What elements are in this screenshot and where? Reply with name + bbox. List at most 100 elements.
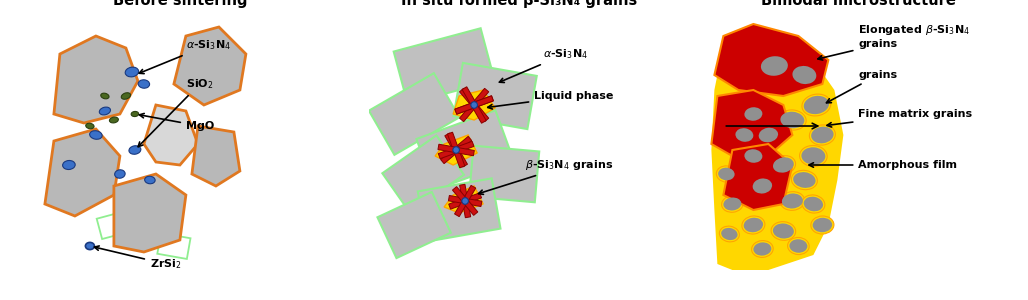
Ellipse shape: [804, 197, 823, 211]
Polygon shape: [114, 174, 186, 252]
Ellipse shape: [792, 170, 817, 190]
Polygon shape: [377, 192, 451, 258]
Polygon shape: [369, 73, 460, 155]
Text: Fine matrix grains: Fine matrix grains: [827, 109, 972, 127]
Ellipse shape: [751, 241, 773, 257]
Polygon shape: [711, 30, 843, 270]
Ellipse shape: [132, 111, 139, 117]
Ellipse shape: [811, 127, 834, 143]
Text: $\alpha$-Si$_3$N$_4$: $\alpha$-Si$_3$N$_4$: [500, 47, 588, 82]
Ellipse shape: [115, 170, 125, 178]
Ellipse shape: [722, 228, 737, 240]
Ellipse shape: [752, 178, 772, 194]
Ellipse shape: [771, 156, 796, 174]
Ellipse shape: [742, 216, 765, 234]
Text: Amorphous film: Amorphous film: [809, 160, 957, 170]
Polygon shape: [469, 146, 540, 202]
Polygon shape: [452, 187, 478, 215]
Ellipse shape: [791, 64, 818, 86]
Ellipse shape: [793, 66, 816, 84]
Text: ZrSi$_2$: ZrSi$_2$: [95, 246, 182, 271]
Polygon shape: [447, 132, 465, 168]
Ellipse shape: [101, 93, 109, 99]
Polygon shape: [144, 105, 198, 165]
Polygon shape: [174, 27, 246, 105]
Ellipse shape: [787, 237, 809, 255]
Polygon shape: [462, 87, 486, 123]
Ellipse shape: [720, 226, 739, 242]
Ellipse shape: [744, 107, 763, 121]
Ellipse shape: [750, 177, 774, 195]
Ellipse shape: [125, 67, 139, 77]
Ellipse shape: [145, 176, 155, 184]
Ellipse shape: [100, 107, 110, 115]
Ellipse shape: [771, 222, 796, 240]
Ellipse shape: [138, 80, 150, 88]
Polygon shape: [53, 36, 138, 123]
Ellipse shape: [742, 105, 764, 123]
Title: Bimodal microstructure: Bimodal microstructure: [761, 0, 956, 8]
Polygon shape: [453, 90, 495, 120]
Ellipse shape: [462, 198, 469, 204]
Ellipse shape: [773, 224, 794, 238]
Ellipse shape: [761, 56, 787, 76]
Ellipse shape: [717, 166, 736, 182]
Polygon shape: [460, 88, 488, 122]
Ellipse shape: [744, 149, 763, 163]
Ellipse shape: [742, 147, 764, 165]
Ellipse shape: [802, 195, 824, 213]
Polygon shape: [382, 135, 464, 213]
Polygon shape: [444, 186, 483, 213]
Text: MgO: MgO: [140, 113, 214, 131]
Polygon shape: [453, 63, 537, 129]
Ellipse shape: [773, 157, 794, 173]
Polygon shape: [45, 129, 120, 216]
Ellipse shape: [759, 128, 778, 142]
Polygon shape: [460, 88, 488, 122]
Ellipse shape: [734, 126, 756, 144]
Ellipse shape: [471, 102, 477, 108]
Ellipse shape: [804, 96, 829, 114]
Ellipse shape: [800, 146, 828, 167]
Ellipse shape: [128, 146, 141, 154]
Title: Before sintering: Before sintering: [113, 0, 247, 8]
Text: $\beta$-Si$_3$N$_4$ grains: $\beta$-Si$_3$N$_4$ grains: [479, 158, 614, 194]
Ellipse shape: [89, 131, 102, 139]
Polygon shape: [455, 96, 493, 114]
Polygon shape: [454, 185, 476, 217]
Polygon shape: [460, 184, 471, 218]
Polygon shape: [714, 24, 829, 96]
Ellipse shape: [757, 126, 780, 144]
Polygon shape: [448, 196, 482, 206]
Ellipse shape: [780, 112, 804, 128]
Text: $\alpha$-Si$_3$N$_4$: $\alpha$-Si$_3$N$_4$: [139, 38, 231, 74]
Polygon shape: [441, 136, 472, 164]
Ellipse shape: [794, 172, 815, 188]
Ellipse shape: [809, 125, 836, 145]
Ellipse shape: [811, 216, 834, 234]
Ellipse shape: [813, 218, 832, 232]
Ellipse shape: [802, 147, 825, 165]
Ellipse shape: [754, 242, 771, 256]
Polygon shape: [416, 110, 514, 190]
Polygon shape: [417, 178, 501, 242]
Ellipse shape: [85, 242, 95, 250]
Polygon shape: [394, 28, 494, 104]
Polygon shape: [455, 96, 493, 114]
Ellipse shape: [743, 218, 763, 232]
Ellipse shape: [759, 54, 790, 78]
Ellipse shape: [121, 93, 131, 99]
Polygon shape: [438, 141, 474, 159]
Ellipse shape: [782, 194, 803, 208]
Polygon shape: [724, 144, 793, 210]
Polygon shape: [448, 193, 481, 209]
Ellipse shape: [109, 117, 118, 123]
Ellipse shape: [790, 239, 807, 253]
Text: SiO$_2$: SiO$_2$: [138, 77, 214, 147]
Ellipse shape: [780, 192, 805, 210]
Polygon shape: [711, 90, 793, 156]
Ellipse shape: [85, 123, 95, 129]
Ellipse shape: [722, 196, 743, 212]
Polygon shape: [192, 126, 240, 186]
Ellipse shape: [719, 168, 735, 180]
